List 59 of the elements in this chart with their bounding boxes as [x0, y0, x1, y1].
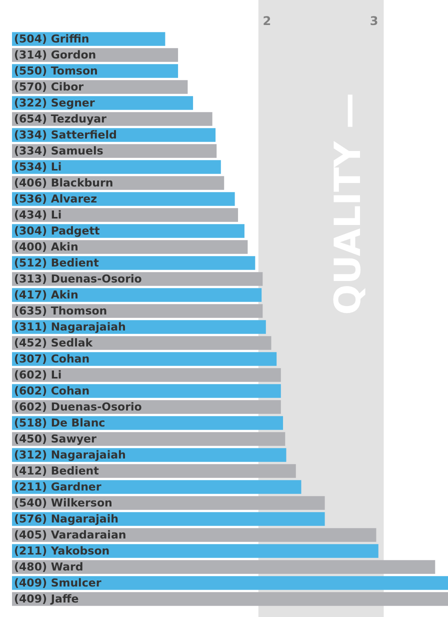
bar	[12, 544, 378, 558]
y-tick-label: (406) Blackburn	[14, 176, 114, 190]
bar	[12, 592, 448, 606]
bar	[12, 496, 325, 510]
bar	[12, 576, 448, 590]
y-tick-label: (570) Cibor	[14, 80, 84, 94]
bar	[12, 480, 302, 494]
y-tick-label: (334) Samuels	[14, 144, 104, 158]
y-tick-label: (334) Satterfield	[14, 128, 117, 142]
y-tick-label: (417) Akin	[14, 288, 78, 302]
y-tick-label: (540) Wilkerson	[14, 496, 112, 510]
y-tick-label: (450) Sawyer	[14, 432, 97, 446]
y-tick-label: (504) Griffin	[14, 32, 90, 46]
x-tick-label: 2	[262, 14, 272, 28]
y-tick-label: (576) Nagarajaih	[14, 512, 118, 526]
y-tick-label: (654) Tezduyar	[14, 112, 108, 126]
y-tick-label: (311) Nagarajaiah	[14, 320, 126, 334]
y-tick-label: (405) Varadaraian	[14, 528, 126, 542]
bar	[12, 432, 286, 446]
bar	[12, 368, 281, 382]
y-tick-label: (602) Li	[14, 368, 62, 382]
y-tick-label: (409) Jaffe	[14, 592, 79, 606]
y-tick-label: (635) Thomson	[14, 304, 108, 318]
y-tick-label: (518) De Blanc	[14, 416, 106, 430]
bar	[12, 464, 296, 478]
bar	[12, 512, 325, 526]
y-tick-label: (452) Sedlak	[14, 336, 94, 350]
bar	[12, 240, 248, 254]
y-tick-label: (400) Akin	[14, 240, 78, 254]
bar	[12, 208, 238, 222]
y-tick-label: (313) Duenas-Osorio	[14, 272, 142, 286]
y-tick-label: (550) Tomson	[14, 64, 98, 78]
bar	[12, 528, 376, 542]
y-tick-label: (602) Duenas-Osorio	[14, 400, 142, 414]
x-tick-label: 3	[370, 14, 378, 28]
bar	[12, 384, 281, 398]
y-tick-label: (211) Yakobson	[14, 544, 110, 558]
y-tick-label: (480) Ward	[14, 560, 84, 574]
y-tick-label: (409) Smulcer	[14, 576, 102, 590]
y-tick-label: (314) Gordon	[14, 48, 96, 62]
bar	[12, 256, 256, 270]
bar	[12, 288, 262, 302]
y-tick-label: (536) Alvarez	[14, 192, 98, 206]
y-tick-label: (534) Li	[14, 160, 62, 174]
y-tick-label: (211) Gardner	[14, 480, 102, 494]
y-tick-label: (307) Cohan	[14, 352, 90, 366]
bar	[12, 560, 436, 574]
bar	[12, 336, 272, 350]
y-tick-label: (312) Nagarajaiah	[14, 448, 126, 462]
bar	[12, 160, 221, 174]
bar	[12, 416, 284, 430]
y-tick-label: (304) Padgett	[14, 224, 100, 238]
bar	[12, 352, 277, 366]
y-tick-label: (434) Li	[14, 208, 62, 222]
y-tick-label: (412) Bedient	[14, 464, 99, 478]
y-tick-label: (602) Cohan	[14, 384, 90, 398]
y-tick-label: (512) Bedient	[14, 256, 99, 270]
bar	[12, 192, 235, 206]
y-tick-label: (322) Segner	[14, 96, 96, 110]
